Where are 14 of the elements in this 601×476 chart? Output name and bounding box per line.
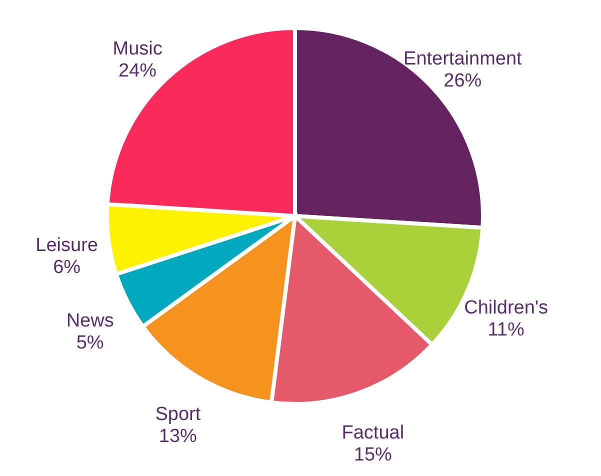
slice-label: Factual: [342, 422, 404, 444]
data-label: 11%: [488, 319, 524, 340]
data-label: 15%: [354, 444, 392, 466]
slice-label: Music: [112, 38, 162, 60]
slice-label: Leisure: [36, 234, 98, 256]
slice-label: News: [66, 310, 114, 332]
data-label: 26%: [444, 70, 482, 92]
data-label: 13%: [158, 426, 198, 447]
data-label: 6%: [53, 256, 81, 278]
data-label: 24%: [118, 60, 157, 82]
data-label: 5%: [76, 332, 104, 354]
slice-label: Children's: [464, 297, 548, 318]
slice-label: Entertainment: [404, 48, 523, 70]
slice-label: Sport: [155, 404, 202, 425]
